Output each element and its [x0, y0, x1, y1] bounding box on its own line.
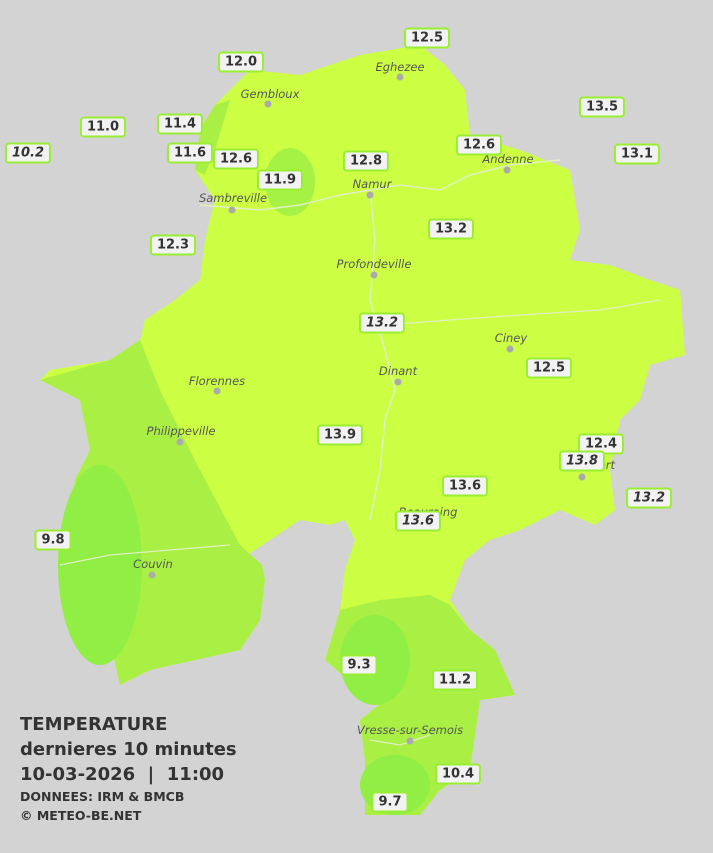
city-dot — [370, 271, 378, 279]
temperature-reading: 10.4 — [434, 763, 482, 785]
city-dot — [503, 166, 511, 174]
city-dot — [396, 73, 404, 81]
city-label: Dinant — [378, 364, 418, 378]
temperature-reading: 11.2 — [431, 669, 479, 691]
temperature-reading: 12.3 — [149, 234, 197, 256]
city-label: Ciney — [494, 331, 528, 345]
legend-copyright: © METEO-BE.NET — [20, 808, 142, 823]
river-2 — [59, 299, 661, 746]
temperature-reading: 13.2 — [358, 312, 406, 334]
temperature-reading: 11.0 — [79, 116, 127, 138]
legend-source: DONNEES: IRM & BMCB — [20, 789, 185, 804]
legend-subtitle: dernieres 10 minutes — [20, 739, 237, 760]
city-label: Eghezee — [375, 60, 425, 74]
temperature-reading: 12.8 — [342, 150, 390, 172]
river — [199, 159, 561, 521]
city-label: Philippeville — [146, 424, 216, 438]
city-dot — [228, 206, 236, 214]
cold-zone-couvin — [58, 465, 142, 665]
temperature-reading: 13.2 — [625, 487, 673, 509]
city-dot — [506, 345, 514, 353]
city-dot — [578, 473, 586, 481]
temperature-reading: 10.2 — [4, 142, 52, 164]
city-dot — [394, 378, 402, 386]
city-dot — [406, 737, 414, 745]
temperature-reading: 11.4 — [156, 113, 204, 135]
city-label: Couvin — [133, 557, 173, 571]
temperature-reading: 9.3 — [340, 654, 378, 676]
temperature-reading: 9.8 — [34, 529, 72, 551]
city-label: Vresse-sur-Semois — [356, 723, 464, 737]
temperature-reading: 12.6 — [212, 148, 260, 170]
city-label: Namur — [352, 177, 392, 191]
temperature-reading: 12.5 — [403, 27, 451, 49]
temperature-reading: 13.5 — [578, 96, 626, 118]
legend-datetime: 10-03-2026 | 11:00 — [20, 764, 225, 785]
temperature-reading: 13.6 — [394, 510, 442, 532]
temperature-reading: 12.6 — [455, 134, 503, 156]
legend: TEMPERATURE dernieres 10 minutes 10-03-2… — [20, 712, 237, 825]
temperature-reading: 13.8 — [558, 450, 606, 472]
city-label: Gembloux — [240, 87, 300, 101]
city-label: Sambreville — [198, 191, 268, 205]
temperature-reading: 11.6 — [166, 142, 214, 164]
city-dot — [148, 571, 156, 579]
city-dot — [366, 191, 374, 199]
temperature-reading: 13.6 — [441, 475, 489, 497]
city-label: Florennes — [188, 374, 246, 388]
temperature-reading: 13.1 — [613, 143, 661, 165]
city-label: Andenne — [482, 152, 534, 166]
temperature-reading: 13.2 — [427, 218, 475, 240]
legend-title: TEMPERATURE — [20, 714, 168, 735]
city-label: Profondeville — [336, 257, 412, 271]
city-dot — [176, 438, 184, 446]
temperature-reading: 11.9 — [256, 169, 304, 191]
city-dot — [213, 387, 221, 395]
temperature-reading: 12.0 — [217, 51, 265, 73]
temperature-reading: 12.5 — [525, 357, 573, 379]
temperature-reading: 9.7 — [371, 791, 409, 813]
city-dot — [264, 100, 272, 108]
temperature-reading: 13.9 — [316, 424, 364, 446]
